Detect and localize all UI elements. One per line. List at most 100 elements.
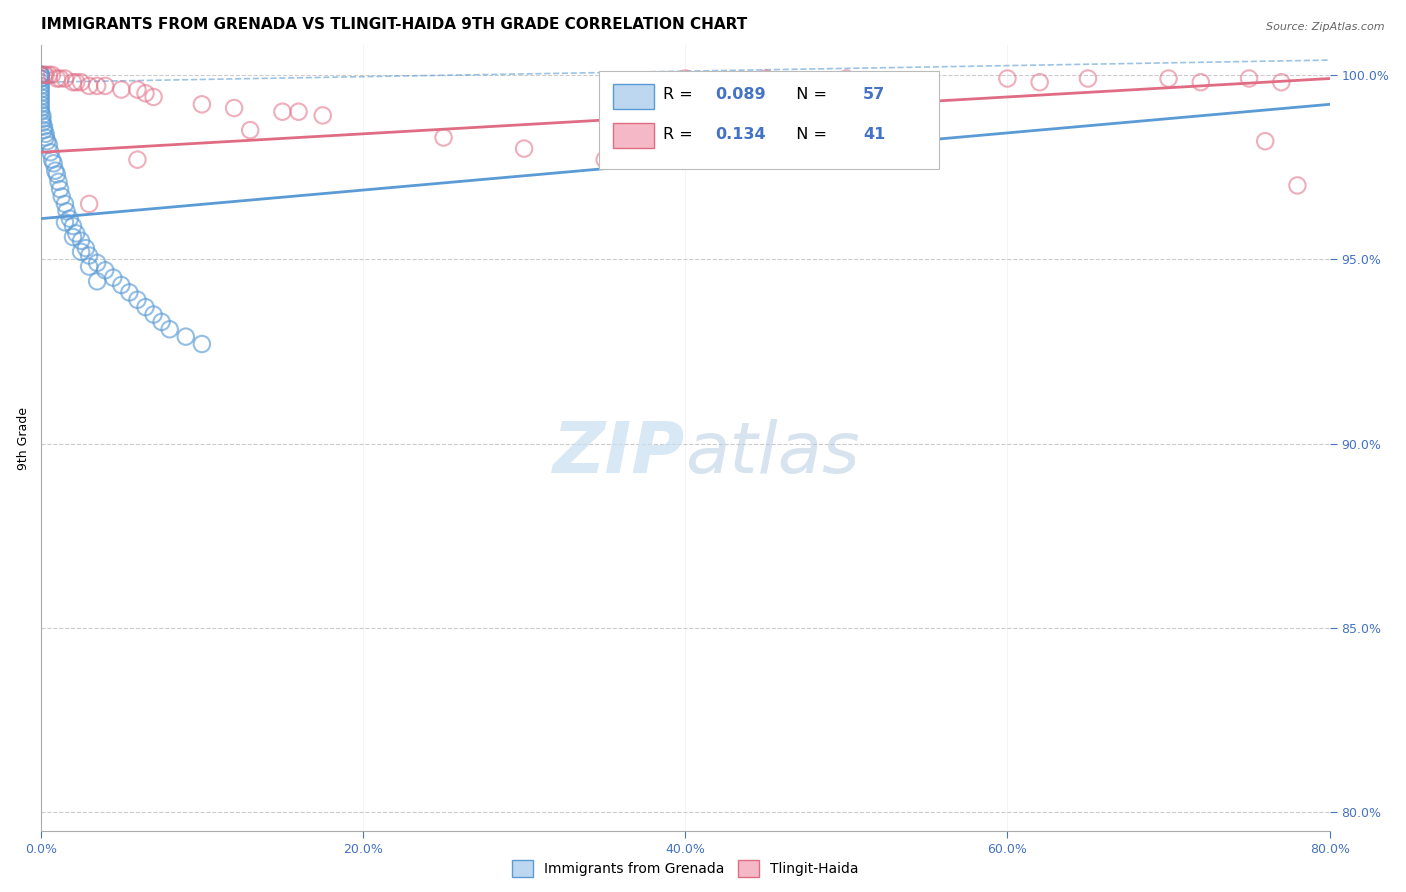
Point — [224, 101, 246, 115]
Text: 0.089: 0.089 — [714, 87, 765, 103]
Point — [62, 219, 84, 233]
Point — [86, 274, 108, 288]
Point — [997, 71, 1019, 86]
Point — [30, 68, 52, 82]
Point — [127, 153, 149, 167]
Point — [77, 260, 100, 274]
Text: Source: ZipAtlas.com: Source: ZipAtlas.com — [1267, 22, 1385, 32]
Text: 57: 57 — [863, 87, 886, 103]
Point — [1077, 71, 1099, 86]
Text: R =: R = — [664, 127, 699, 142]
Point — [31, 108, 53, 122]
Text: N =: N = — [786, 87, 832, 103]
Point — [142, 90, 165, 104]
Point — [593, 153, 616, 167]
Point — [1189, 75, 1212, 89]
Point — [915, 75, 938, 89]
Text: 41: 41 — [863, 127, 886, 142]
Point — [118, 285, 141, 300]
Point — [59, 211, 82, 226]
Point — [103, 270, 125, 285]
Point — [30, 71, 52, 86]
Point — [312, 108, 335, 122]
Point — [1254, 134, 1277, 148]
Point — [755, 71, 778, 86]
Point — [30, 101, 52, 115]
Point — [30, 87, 52, 101]
Point — [30, 68, 52, 82]
Point — [150, 315, 173, 329]
Point — [30, 78, 52, 93]
Point — [30, 68, 52, 82]
FancyBboxPatch shape — [613, 84, 654, 109]
Point — [45, 71, 67, 86]
Point — [287, 104, 309, 119]
Point — [34, 127, 56, 141]
Point — [32, 120, 55, 134]
Point — [174, 329, 197, 343]
Point — [38, 137, 60, 152]
FancyBboxPatch shape — [599, 71, 939, 169]
Point — [32, 123, 55, 137]
Point — [1286, 178, 1309, 193]
Point — [70, 234, 93, 248]
Point — [65, 227, 87, 241]
Point — [1157, 71, 1180, 86]
Text: N =: N = — [786, 127, 832, 142]
FancyBboxPatch shape — [613, 123, 654, 148]
Point — [134, 300, 156, 314]
Point — [53, 71, 76, 86]
Point — [1270, 75, 1292, 89]
Point — [110, 82, 132, 96]
Legend: Immigrants from Grenada, Tlingit-Haida: Immigrants from Grenada, Tlingit-Haida — [506, 855, 865, 883]
Point — [110, 278, 132, 293]
Point — [31, 116, 53, 130]
Point — [94, 263, 117, 277]
Point — [53, 197, 76, 211]
Point — [30, 75, 52, 89]
Point — [39, 145, 62, 160]
Point — [142, 308, 165, 322]
Point — [127, 82, 149, 96]
Point — [62, 75, 84, 89]
Point — [32, 68, 55, 82]
Point — [127, 293, 149, 307]
Point — [86, 256, 108, 270]
Y-axis label: 9th Grade: 9th Grade — [17, 407, 30, 469]
Point — [30, 68, 52, 82]
Point — [44, 163, 66, 178]
Point — [41, 68, 63, 82]
Point — [37, 134, 59, 148]
Point — [77, 78, 100, 93]
Point — [41, 153, 63, 167]
Point — [271, 104, 294, 119]
Point — [1028, 75, 1050, 89]
Point — [65, 75, 87, 89]
Point — [49, 182, 72, 196]
Point — [134, 87, 156, 101]
Point — [1237, 71, 1260, 86]
Point — [34, 130, 56, 145]
Text: IMMIGRANTS FROM GRENADA VS TLINGIT-HAIDA 9TH GRADE CORRELATION CHART: IMMIGRANTS FROM GRENADA VS TLINGIT-HAIDA… — [41, 17, 747, 32]
Point — [34, 68, 56, 82]
Text: 0.134: 0.134 — [714, 127, 765, 142]
Point — [70, 75, 93, 89]
Point — [191, 97, 214, 112]
Point — [94, 78, 117, 93]
Point — [31, 112, 53, 127]
Point — [30, 82, 52, 96]
Point — [835, 71, 858, 86]
Point — [48, 175, 70, 189]
Point — [62, 230, 84, 244]
Point — [159, 322, 181, 336]
Point — [191, 337, 214, 351]
Point — [55, 204, 77, 219]
Point — [77, 248, 100, 262]
Point — [30, 104, 52, 119]
Point — [51, 189, 73, 203]
Point — [53, 215, 76, 229]
Point — [49, 71, 72, 86]
Point — [75, 241, 97, 255]
Point — [42, 156, 65, 170]
Point — [239, 123, 262, 137]
